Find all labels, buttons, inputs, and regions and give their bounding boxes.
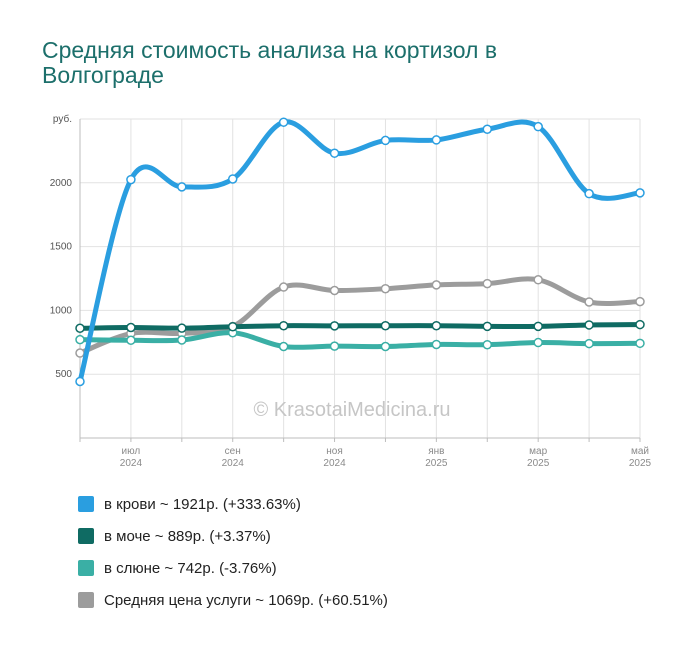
data-point-saliva xyxy=(126,335,136,346)
data-point-blood xyxy=(329,148,340,158)
data-point-blood xyxy=(380,135,391,146)
data-point-blood xyxy=(584,188,594,199)
legend-item-blood[interactable]: в крови ~ 1921р. (+333.63%) xyxy=(78,488,388,520)
data-point-blood xyxy=(533,121,543,132)
data-point-blood xyxy=(278,117,289,127)
data-point-saliva xyxy=(482,339,493,350)
legend-item-average[interactable]: Средняя цена услуги ~ 1069р. (+60.51%) xyxy=(78,584,388,616)
data-point-urine xyxy=(584,320,594,330)
data-point-saliva xyxy=(177,335,187,345)
data-point-saliva xyxy=(431,339,442,350)
legend-label-blood: в крови ~ 1921р. (+333.63%) xyxy=(104,495,301,513)
data-point-urine xyxy=(431,320,442,331)
data-point-urine xyxy=(126,322,136,333)
data-point-blood xyxy=(126,174,136,185)
data-point-saliva xyxy=(635,338,645,349)
data-point-average xyxy=(278,282,289,292)
data-point-urine xyxy=(329,321,340,331)
data-point-saliva xyxy=(533,337,543,348)
x-tick-label: май xyxy=(631,446,649,457)
legend-label-average: Средняя цена услуги ~ 1069р. (+60.51%) xyxy=(104,591,388,609)
data-point-average xyxy=(584,297,594,307)
data-point-saliva xyxy=(380,341,391,352)
data-point-average xyxy=(380,283,391,294)
data-point-urine xyxy=(278,320,289,331)
legend-item-urine[interactable]: в моче ~ 889р. (+3.37%) xyxy=(78,520,388,552)
legend-swatch-blood xyxy=(78,496,94,512)
chart-title: Средняя стоимость анализа на кортизол в … xyxy=(42,37,498,88)
x-tick-label: янв xyxy=(428,446,444,457)
x-tick-label-year: 2024 xyxy=(222,458,245,469)
x-tick-label-year: 2024 xyxy=(120,458,143,469)
legend-swatch-saliva xyxy=(78,560,94,576)
legend: в крови ~ 1921р. (+333.63%) в моче ~ 889… xyxy=(78,488,388,616)
y-tick-label: 500 xyxy=(55,369,72,380)
y-unit-label: руб. xyxy=(53,113,72,125)
x-tick-label: ноя xyxy=(326,446,343,457)
data-point-average xyxy=(329,285,340,296)
watermark: © KrasotaiMedicina.ru xyxy=(253,399,450,421)
data-point-blood xyxy=(227,174,238,184)
data-point-urine xyxy=(635,319,645,330)
data-point-blood xyxy=(75,376,85,387)
x-tick-label-year: 2024 xyxy=(323,458,346,469)
legend-swatch-urine xyxy=(78,528,94,544)
data-point-average xyxy=(75,348,85,358)
y-tick-label: 2000 xyxy=(50,178,73,189)
y-tick-label: 1000 xyxy=(50,305,73,316)
x-tick-label: июл xyxy=(122,446,141,457)
data-point-average xyxy=(635,296,645,307)
data-point-saliva xyxy=(584,338,594,349)
legend-label-saliva: в слюне ~ 742р. (-3.76%) xyxy=(104,559,277,577)
data-point-blood xyxy=(635,188,645,198)
data-point-average xyxy=(482,278,493,289)
data-point-urine xyxy=(75,323,85,334)
data-point-blood xyxy=(177,182,187,192)
x-tick-label: сен xyxy=(225,446,241,457)
x-tick-label-year: 2025 xyxy=(629,458,652,469)
data-point-blood xyxy=(482,124,493,134)
data-point-saliva xyxy=(278,341,289,352)
data-point-saliva xyxy=(329,341,340,351)
data-point-average xyxy=(533,275,543,285)
y-tick-label: 1500 xyxy=(50,242,73,253)
data-point-urine xyxy=(380,320,391,331)
x-tick-label-year: 2025 xyxy=(425,458,448,469)
data-point-urine xyxy=(533,321,543,332)
legend-swatch-average xyxy=(78,592,94,608)
x-tick-label-year: 2025 xyxy=(527,458,550,469)
data-point-urine xyxy=(227,321,238,332)
series-line-urine xyxy=(77,322,643,331)
data-point-urine xyxy=(177,323,187,333)
legend-label-urine: в моче ~ 889р. (+3.37%) xyxy=(104,527,271,545)
legend-item-saliva[interactable]: в слюне ~ 742р. (-3.76%) xyxy=(78,552,388,584)
x-tick-label: мар xyxy=(529,446,547,457)
data-point-saliva xyxy=(75,334,85,345)
data-point-average xyxy=(431,280,442,290)
data-point-urine xyxy=(482,321,493,332)
data-point-blood xyxy=(431,135,442,145)
